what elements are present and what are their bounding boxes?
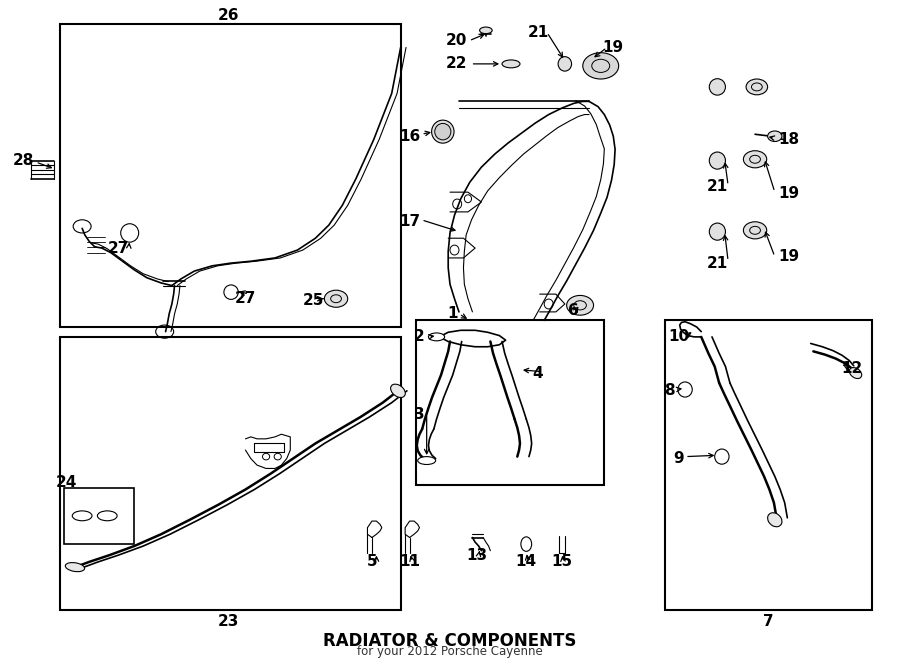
Ellipse shape <box>428 333 445 341</box>
Ellipse shape <box>768 513 782 527</box>
Text: 19: 19 <box>778 249 800 264</box>
Text: 10: 10 <box>668 329 689 344</box>
Ellipse shape <box>502 60 520 68</box>
Ellipse shape <box>391 384 405 397</box>
Text: 16: 16 <box>399 129 420 143</box>
Circle shape <box>743 221 767 239</box>
Text: 5: 5 <box>366 555 377 569</box>
Text: for your 2012 Porsche Cayenne: for your 2012 Porsche Cayenne <box>357 645 543 658</box>
Text: 13: 13 <box>466 548 488 563</box>
Ellipse shape <box>678 382 692 397</box>
Circle shape <box>567 295 594 315</box>
Ellipse shape <box>121 223 139 242</box>
Text: 22: 22 <box>446 56 467 71</box>
Text: 18: 18 <box>778 132 800 147</box>
Circle shape <box>746 79 768 95</box>
Ellipse shape <box>709 79 725 95</box>
Ellipse shape <box>709 223 725 240</box>
Circle shape <box>768 131 782 141</box>
Ellipse shape <box>558 57 572 71</box>
Text: 2: 2 <box>414 329 425 344</box>
Text: 4: 4 <box>533 366 544 381</box>
Text: 20: 20 <box>446 33 467 48</box>
Text: 14: 14 <box>516 555 536 569</box>
Text: 9: 9 <box>673 451 684 466</box>
Circle shape <box>324 290 347 307</box>
Ellipse shape <box>435 124 451 140</box>
Text: 28: 28 <box>14 153 34 168</box>
Circle shape <box>583 53 618 79</box>
Text: 25: 25 <box>303 293 324 308</box>
Text: 12: 12 <box>842 361 862 376</box>
Text: 27: 27 <box>107 241 129 256</box>
Ellipse shape <box>715 449 729 464</box>
Circle shape <box>743 151 767 168</box>
Ellipse shape <box>97 511 117 521</box>
Text: 27: 27 <box>235 292 256 306</box>
Text: 6: 6 <box>569 303 580 318</box>
Text: 21: 21 <box>706 256 728 271</box>
Text: 7: 7 <box>763 613 774 629</box>
Text: 19: 19 <box>603 40 624 55</box>
Ellipse shape <box>224 285 238 299</box>
Text: 26: 26 <box>218 9 239 23</box>
Text: 21: 21 <box>527 25 549 40</box>
Ellipse shape <box>709 152 725 169</box>
Ellipse shape <box>418 457 436 465</box>
Ellipse shape <box>66 563 85 572</box>
Ellipse shape <box>432 120 454 143</box>
Text: 8: 8 <box>664 383 675 399</box>
Text: 19: 19 <box>778 186 800 201</box>
Text: 3: 3 <box>414 407 425 422</box>
Ellipse shape <box>72 511 92 521</box>
Text: 15: 15 <box>552 555 572 569</box>
Text: 17: 17 <box>399 214 420 229</box>
Text: RADIATOR & COMPONENTS: RADIATOR & COMPONENTS <box>323 632 577 650</box>
Ellipse shape <box>850 368 861 379</box>
Ellipse shape <box>521 537 532 551</box>
Text: 1: 1 <box>447 306 458 321</box>
Text: 24: 24 <box>56 475 77 490</box>
Text: 21: 21 <box>706 179 728 194</box>
Text: 11: 11 <box>399 555 420 569</box>
Text: 23: 23 <box>218 613 239 629</box>
Ellipse shape <box>480 27 492 34</box>
